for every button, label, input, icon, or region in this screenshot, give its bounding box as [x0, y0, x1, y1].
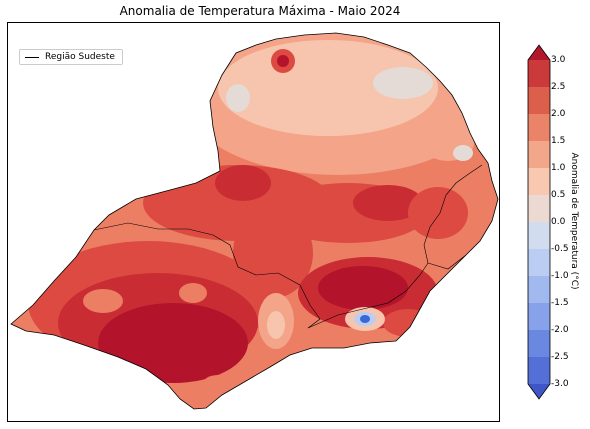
- anomaly-zone-valley: [258, 293, 294, 349]
- colorbar-tick-label: -0.5: [551, 244, 569, 254]
- colorbar-tick-label: -2.0: [551, 325, 569, 335]
- colorbar-band: [528, 168, 550, 196]
- colorbar-tick-label: 3.0: [551, 55, 566, 65]
- colorbar-label-wrap: Anomalia de Temperatura (°C): [566, 106, 582, 336]
- colorbar-tick-label: 2.5: [551, 82, 566, 92]
- colorbar-tick-label: 1.5: [551, 136, 566, 146]
- state-border-sp-mg: [93, 222, 321, 329]
- anomaly-zone-north: [188, 33, 488, 175]
- anomaly-cold-spot: [345, 307, 385, 331]
- colorbar-band: [528, 195, 550, 223]
- colorbar-tick-label: -3.0: [551, 379, 569, 389]
- colorbar-band: [528, 357, 550, 385]
- anomaly-hotspot-north: [271, 49, 295, 73]
- colorbar-tick-label: 0.0: [551, 217, 566, 227]
- colorbar-band: [528, 222, 550, 250]
- colorbar-band: [528, 60, 550, 88]
- state-border-rj-es: [427, 254, 467, 270]
- map-axes: Região Sudeste: [7, 22, 500, 422]
- colorbar-band: [528, 45, 550, 60]
- colorbar-band: [528, 303, 550, 331]
- state-border-mg-es: [423, 164, 483, 264]
- colorbar-label: Anomalia de Temperatura (°C): [569, 152, 579, 290]
- colorbar-band: [528, 384, 550, 399]
- colorbar-band: [528, 276, 550, 304]
- legend-line-swatch: [25, 56, 39, 58]
- anomaly-zone-southeast: [298, 257, 438, 337]
- colorbar-tick-label: 2.0: [551, 109, 566, 119]
- colorbar-band: [528, 330, 550, 358]
- colorbar-tick-label: -2.5: [551, 352, 569, 362]
- colorbar-tick-label: -1.0: [551, 271, 569, 281]
- colorbar-band: [528, 141, 550, 169]
- colorbar-band: [528, 114, 550, 142]
- colorbar-tick-label: -1.5: [551, 298, 569, 308]
- colorbar: [527, 44, 551, 400]
- state-border-mg-rj: [307, 262, 429, 329]
- colorbar-tick-label: 0.5: [551, 190, 566, 200]
- anomaly-map: [10, 32, 499, 410]
- colorbar-band: [528, 249, 550, 277]
- map-legend: Região Sudeste: [19, 49, 123, 65]
- map-title: Anomalia de Temperatura Máxima - Maio 20…: [119, 4, 401, 18]
- colorbar-tick-label: 1.0: [551, 163, 566, 173]
- colorbar-band: [528, 87, 550, 115]
- anomaly-zone-west: [28, 241, 268, 395]
- legend-label: Região Sudeste: [45, 52, 115, 62]
- region-outline: [10, 32, 499, 410]
